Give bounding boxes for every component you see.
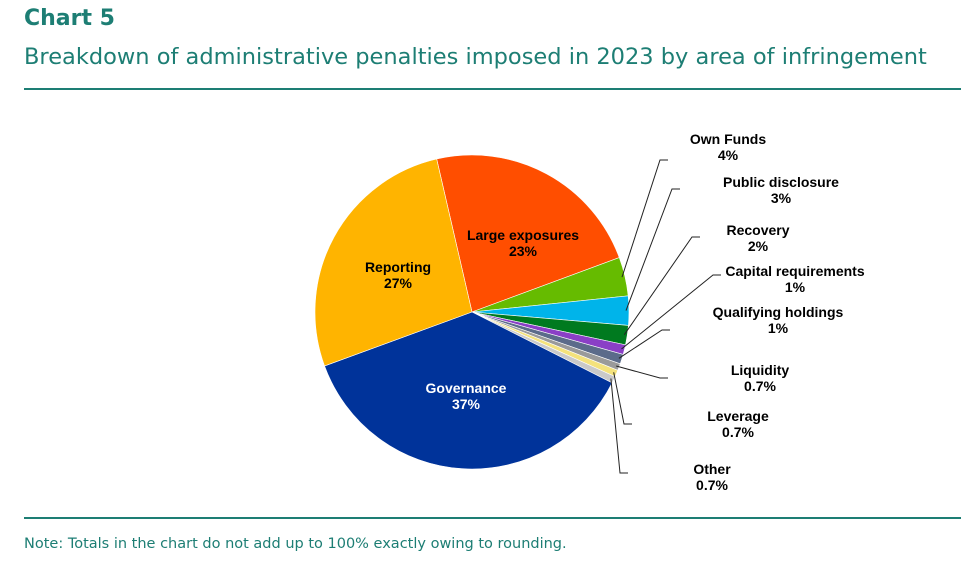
leader-line-public-disclosure: [625, 188, 680, 311]
pie-slices: [314, 154, 630, 470]
pie-slice-large-exposures: [436, 154, 620, 313]
footer-divider: [24, 517, 961, 519]
slice-label-reporting: Reporting: [365, 259, 431, 275]
leader-line-capital-requirements: [621, 274, 721, 350]
leader-line-leverage: [613, 372, 632, 425]
leader-line-qualifying-holdings: [618, 329, 670, 359]
pie-slice-reporting: [314, 158, 473, 367]
slice-value-own-funds: 4%: [718, 147, 739, 163]
slice-label-governance: Governance: [426, 380, 507, 396]
chart-title: Breakdown of administrative penalties im…: [24, 44, 927, 70]
slice-label-qualifying-holdings: Qualifying holdings: [713, 304, 844, 320]
chart-note: Note: Totals in the chart do not add up …: [24, 536, 567, 552]
leader-line-recovery: [623, 236, 700, 335]
slice-label-capital-requirements: Capital requirements: [725, 263, 864, 279]
leader-line-other: [610, 378, 628, 474]
slice-value-recovery: 2%: [748, 238, 769, 254]
chart-number: Chart 5: [24, 6, 115, 31]
slice-value-other: 0.7%: [696, 477, 728, 493]
slice-value-capital-requirements: 1%: [785, 279, 806, 295]
slice-value-leverage: 0.7%: [722, 424, 754, 440]
slice-label-leverage: Leverage: [707, 408, 769, 424]
slice-label-other: Other: [693, 461, 731, 477]
slice-label-own-funds: Own Funds: [690, 131, 766, 147]
leader-line-own-funds: [621, 159, 668, 278]
slice-label-large-exposures: Large exposures: [467, 227, 579, 243]
title-divider: [24, 88, 961, 90]
slice-value-governance: 37%: [452, 396, 481, 412]
pie-slice-governance: [324, 311, 613, 470]
slice-value-public-disclosure: 3%: [771, 190, 792, 206]
slice-value-liquidity: 0.7%: [744, 378, 776, 394]
leader-line-liquidity: [616, 365, 668, 379]
slice-value-reporting: 27%: [384, 275, 413, 291]
slice-value-qualifying-holdings: 1%: [768, 320, 789, 336]
slice-label-recovery: Recovery: [726, 222, 789, 238]
leader-lines: [610, 159, 721, 474]
slice-value-large-exposures: 23%: [509, 243, 538, 259]
slice-label-liquidity: Liquidity: [731, 362, 790, 378]
slice-label-public-disclosure: Public disclosure: [723, 174, 839, 190]
